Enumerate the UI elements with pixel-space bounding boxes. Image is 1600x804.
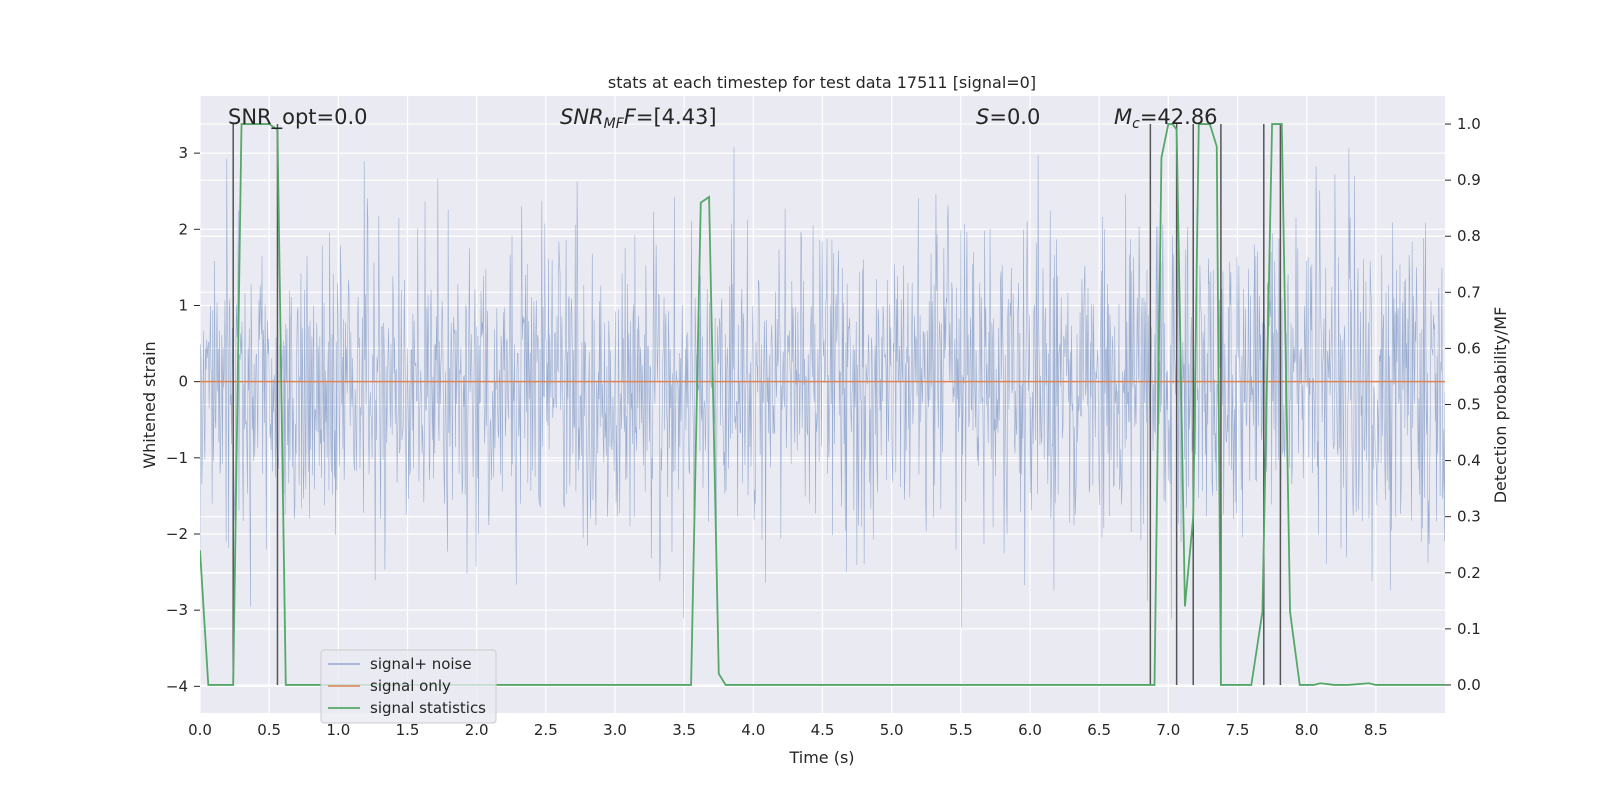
y-right-tick-label-8: 0.8: [1457, 227, 1481, 245]
x-tick-label-10: 5.0: [880, 721, 904, 739]
x-tick-label-3: 1.5: [396, 721, 420, 739]
x-tick-label-9: 4.5: [811, 721, 835, 739]
y-axis-left-ticks: −4 −3 −2 −1 0 1 2 3: [166, 144, 200, 695]
legend-label-signal-only: signal only: [370, 677, 451, 695]
y-right-tick-label-6: 0.6: [1457, 339, 1481, 357]
y-left-tick-label-0: −4: [166, 677, 188, 695]
chart-title: stats at each timestep for test data 175…: [608, 73, 1036, 92]
x-tick-label-17: 8.5: [1364, 721, 1388, 739]
x-tick-label-12: 6.0: [1018, 721, 1042, 739]
x-tick-label-11: 5.5: [949, 721, 973, 739]
x-tick-label-5: 2.5: [534, 721, 558, 739]
y-left-tick-label-7: 3: [178, 144, 188, 162]
x-tick-label-16: 8.0: [1295, 721, 1319, 739]
y-left-tick-label-4: 0: [178, 373, 188, 391]
x-tick-label-15: 7.5: [1226, 721, 1250, 739]
y-right-tick-label-7: 0.7: [1457, 283, 1481, 301]
y-left-tick-label-2: −2: [166, 525, 188, 543]
x-tick-label-7: 3.5: [672, 721, 696, 739]
y-right-tick-label-1: 0.1: [1457, 620, 1481, 638]
x-tick-label-6: 3.0: [603, 721, 627, 739]
legend-label-signal-statistics: signal statistics: [370, 699, 486, 717]
legend-label-signal-noise: signal+ noise: [370, 655, 472, 673]
y-right-tick-label-0: 0.0: [1457, 676, 1481, 694]
y-axis-left-label: Whitened strain: [140, 341, 159, 468]
annotation-snr-mf: SNRMFF=[4.43]: [560, 105, 717, 132]
x-tick-label-1: 0.5: [257, 721, 281, 739]
x-tick-label-8: 4.0: [741, 721, 765, 739]
y-right-tick-label-9: 0.9: [1457, 171, 1481, 189]
x-tick-label-4: 2.0: [465, 721, 489, 739]
y-right-tick-label-10: 1.0: [1457, 115, 1481, 133]
y-right-tick-label-5: 0.5: [1457, 396, 1481, 414]
y-left-tick-label-1: −3: [166, 601, 188, 619]
annotation-mc: Mc=42.86: [1114, 105, 1218, 132]
legend: signal+ noise signal only signal statist…: [320, 649, 497, 724]
annotation-s: S=0.0: [976, 105, 1040, 129]
legend-box: [320, 649, 497, 724]
x-axis-ticks: 0.0 0.5 1.0 1.5 2.0 2.5 3.0 3.5 4.0 4.5 5.0 5.5 6.0 6…: [188, 721, 1388, 739]
y-right-tick-label-4: 0.4: [1457, 452, 1481, 470]
y-axis-right-ticks: 0.0 0.1 0.2 0.3 0.4 0.5 0.6 0.7 0.8 0.9 1.0: [1445, 115, 1481, 694]
x-tick-label-14: 7.0: [1156, 721, 1180, 739]
x-tick-label-2: 1.0: [326, 721, 350, 739]
y-left-tick-label-5: 1: [178, 296, 188, 314]
x-tick-label-0: 0.0: [188, 721, 212, 739]
y-right-tick-label-2: 0.2: [1457, 564, 1481, 582]
annotation-snr-opt: SNR_opt=0.0: [228, 105, 368, 130]
x-axis-label: Time (s): [788, 748, 854, 767]
y-right-tick-label-3: 0.3: [1457, 508, 1481, 526]
y-left-tick-label-6: 2: [178, 220, 188, 238]
grid-lines: [199, 96, 1445, 713]
y-axis-right-label: Detection probability/MF: [1491, 307, 1510, 504]
y-left-tick-label-3: −1: [166, 449, 188, 467]
x-tick-label-13: 6.5: [1087, 721, 1111, 739]
series-signal-statistics: [200, 123, 1445, 686]
series-signal-noise: [200, 146, 1445, 628]
